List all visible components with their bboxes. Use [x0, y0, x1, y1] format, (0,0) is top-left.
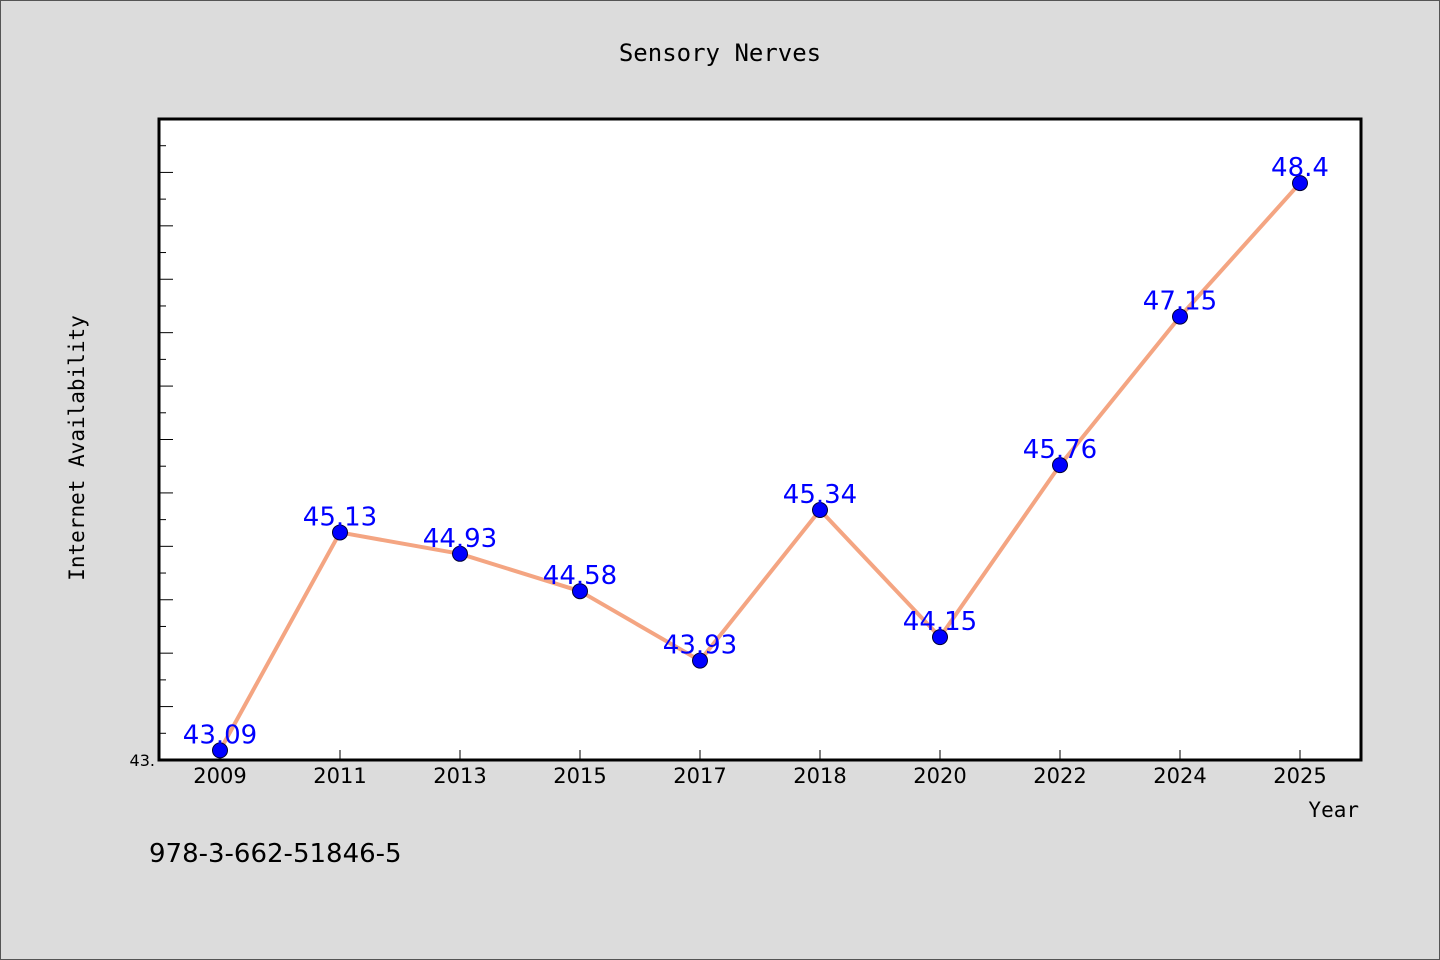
data-label: 44.93 — [423, 524, 497, 554]
x-tick-label: 2024 — [1153, 764, 1206, 788]
data-point-marker — [332, 524, 348, 541]
x-tick-label: 2025 — [1273, 764, 1326, 788]
plot-area — [157, 117, 1363, 762]
footer-text: 978-3-662-51846-5 — [149, 839, 402, 869]
data-point-marker — [452, 545, 468, 562]
x-tick-labels: 2009 2011 2013 2015 2017 2018 2020 2022 2024 2025 — [193, 764, 1326, 788]
x-tick-label: 2009 — [193, 764, 246, 788]
chart-title: Sensory Nerves — [619, 39, 821, 67]
data-label: 43.93 — [663, 631, 737, 661]
x-tick-label: 2020 — [913, 764, 966, 788]
x-axis-label: Year — [1308, 798, 1359, 822]
data-label: 45.13 — [303, 502, 377, 532]
data-label: 47.15 — [1143, 287, 1217, 317]
series-layer: 43.09 45.13 44.93 44.58 43.93 45.34 44.15 45.76… — [183, 153, 1329, 759]
data-label: 43.09 — [183, 720, 257, 750]
data-point-marker — [1172, 308, 1188, 325]
x-tick-label: 2011 — [313, 764, 366, 788]
data-label: 44.15 — [903, 607, 977, 637]
data-point-marker — [1292, 175, 1308, 192]
x-tick-label: 2018 — [793, 764, 846, 788]
y-axis-label: Internet Availability — [65, 315, 89, 581]
data-point-marker — [812, 502, 828, 519]
data-label: 44.58 — [543, 561, 617, 591]
y-axis-ticks — [159, 118, 173, 761]
x-tick-label: 2015 — [553, 764, 606, 788]
data-label: 48.4 — [1271, 153, 1329, 183]
series-line — [218, 181, 1302, 752]
data-point-marker — [1052, 457, 1068, 474]
y-tick-label: 43. — [130, 751, 155, 770]
data-label: 45.76 — [1023, 435, 1097, 465]
data-label: 45.34 — [783, 480, 857, 510]
data-point-marker — [932, 629, 948, 646]
data-point-marker — [692, 652, 708, 669]
x-tick-label: 2022 — [1033, 764, 1086, 788]
x-tick-label: 2017 — [673, 764, 726, 788]
x-tick-label: 2013 — [433, 764, 486, 788]
data-point-marker — [212, 742, 228, 759]
data-point-marker — [572, 583, 588, 600]
